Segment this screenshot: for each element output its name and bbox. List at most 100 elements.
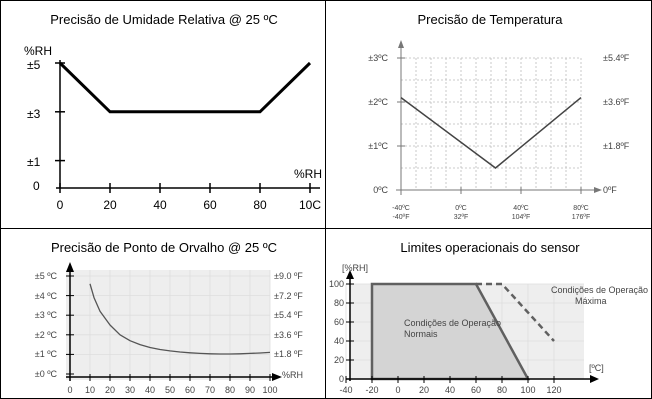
- axes: [55, 60, 320, 193]
- grid: [400, 57, 582, 190]
- x-tick-label: 10: [85, 385, 95, 395]
- x-tick-label: 100: [262, 385, 277, 395]
- x-tick-label-fahrenheit: 32ºF: [454, 214, 469, 221]
- y-tick-label: 100: [329, 279, 344, 289]
- max-operating-boundary: [476, 282, 555, 342]
- series-marks: [58, 61, 312, 114]
- x-tick-label: 70: [205, 385, 215, 395]
- x-axis-label: %RH: [282, 370, 303, 380]
- x-tick-label: -40: [339, 385, 352, 395]
- y-tick-label: ±3: [27, 107, 41, 121]
- axes: [66, 262, 282, 381]
- y-axis-label: %RH: [24, 44, 52, 58]
- y-tick-label: 0: [339, 374, 344, 384]
- chart-dewpoint-accuracy: Precisão de Ponto de Orvalho @ 25 ºC ±5 …: [35, 240, 303, 395]
- y-tick-label: 0: [33, 179, 40, 193]
- y-tick-label-right: ±7.2 ºF: [274, 291, 303, 301]
- x-tick-label: 60: [471, 385, 481, 395]
- x-axis-arrow: [272, 373, 282, 381]
- x-tick-label-fahrenheit: -40ºF: [393, 214, 410, 221]
- x-tick-label: 120: [546, 385, 561, 395]
- annotation-normal-line2: Normais: [404, 329, 438, 339]
- temperature-accuracy-line: [400, 96, 582, 169]
- y-tick-label: 20: [334, 355, 344, 365]
- y-tick-label-left: ±2 ºC: [35, 330, 58, 340]
- x-tick-label: 0: [67, 385, 72, 395]
- x-tick-label: 60: [203, 198, 217, 212]
- x-tick-label: 40: [145, 385, 155, 395]
- y-tick-label: 40: [334, 336, 344, 346]
- y-tick-label-left: ±3ºC: [368, 53, 388, 63]
- y-tick-label-right: ±1.8 ºF: [274, 349, 303, 359]
- y-axis-arrow: [398, 40, 404, 48]
- x-tick-label-fahrenheit: 104ºF: [512, 214, 531, 221]
- x-tick-label: 0: [57, 198, 64, 212]
- y-tick-label-right: ±9.0 ºF: [274, 271, 303, 281]
- x-tick-label-fahrenheit: 176ºF: [572, 214, 591, 221]
- x-tick-label: 0: [395, 385, 400, 395]
- series-marks: [89, 283, 271, 355]
- x-tick-label: 20: [103, 198, 117, 212]
- chart-rh-accuracy: Precisão de Umidade Relativa @ 25 ºC %RH…: [24, 12, 322, 212]
- y-axis-label: [%RH]: [342, 263, 368, 273]
- x-axis-label: %RH: [294, 167, 322, 181]
- x-tick-label-celsius: 40ºC: [513, 205, 528, 212]
- x-tick-label: 20: [419, 385, 429, 395]
- y-tick-label: ±5: [27, 58, 41, 72]
- series-marks: [400, 96, 582, 169]
- x-tick-label: 80: [253, 198, 267, 212]
- x-tick-label: 90: [245, 385, 255, 395]
- x-tick-label: 80: [497, 385, 507, 395]
- plot-background: [66, 270, 270, 380]
- chart-title: Limites operacionais do sensor: [400, 240, 580, 255]
- x-tick-label: 60: [185, 385, 195, 395]
- x-tick-label-celsius: 0ºC: [455, 205, 467, 212]
- annotation-max-line1: Condições de Operação: [551, 285, 648, 295]
- chart-operating-limits: Limites operacionais do sensor [%RH] [ºC…: [329, 240, 648, 395]
- x-tick-label: -20: [365, 385, 378, 395]
- x-tick-label: 10C: [299, 198, 321, 212]
- x-tick-label-celsius: -40ºC: [392, 205, 410, 212]
- y-axis-arrow: [66, 262, 74, 272]
- y-tick-label-right: ±3.6 ºF: [274, 330, 303, 340]
- y-tick-label-left: 0ºC: [373, 185, 388, 195]
- x-tick-label: 80: [225, 385, 235, 395]
- x-tick-label: 40: [445, 385, 455, 395]
- annotation-max-line2: Máxima: [575, 296, 607, 306]
- axes: [396, 40, 602, 195]
- chart-temperature-accuracy: Precisão de Temperatura ±3ºC ±2ºC ±1ºC 0…: [368, 12, 629, 221]
- chart-title: Precisão de Umidade Relativa @ 25 ºC: [50, 12, 278, 27]
- y-tick-label-left: ±1 ºC: [35, 349, 58, 359]
- y-tick-label-left: ±3 ºC: [35, 310, 58, 320]
- x-tick-label: 100: [520, 385, 535, 395]
- chart-title: Precisão de Temperatura: [417, 12, 563, 27]
- y-tick-label-right: ±3.6ºF: [603, 97, 630, 107]
- annotation-normal-line1: Condições de Operação: [404, 318, 501, 328]
- x-tick-label-celsius: 80ºC: [573, 205, 588, 212]
- axes: [345, 270, 599, 383]
- x-tick-label: 40: [153, 198, 167, 212]
- y-axis-arrow: [346, 270, 354, 279]
- y-tick-label: 60: [334, 317, 344, 327]
- y-tick-label-left: ±2ºC: [368, 97, 388, 107]
- y-tick-label: 80: [334, 298, 344, 308]
- x-axis-arrow: [590, 375, 599, 383]
- y-tick-label-left: ±1ºC: [368, 141, 388, 151]
- y-tick-label-left: ±4 ºC: [35, 291, 58, 301]
- x-tick-label: 50: [165, 385, 175, 395]
- y-tick-label-right: ±5.4ºF: [603, 53, 630, 63]
- y-tick-label-right: ±5.4 ºF: [274, 310, 303, 320]
- dewpoint-accuracy-curve: [89, 283, 271, 355]
- chart-title: Precisão de Ponto de Orvalho @ 25 ºC: [51, 240, 277, 255]
- y-tick-label-left: ±0 ºC: [35, 369, 58, 379]
- x-tick-label: 20: [105, 385, 115, 395]
- x-axis-label: [ºC]: [589, 363, 604, 373]
- y-tick-label-right: ±1.8ºF: [603, 141, 630, 151]
- y-tick-label-right: 0ºF: [603, 185, 617, 195]
- x-axis-arrow: [594, 187, 602, 193]
- rh-accuracy-line: [58, 61, 312, 114]
- panel-frame-rh-accuracy: [0, 0, 326, 229]
- y-tick-label-left: ±5 ºC: [35, 271, 58, 281]
- x-tick-label: 30: [125, 385, 135, 395]
